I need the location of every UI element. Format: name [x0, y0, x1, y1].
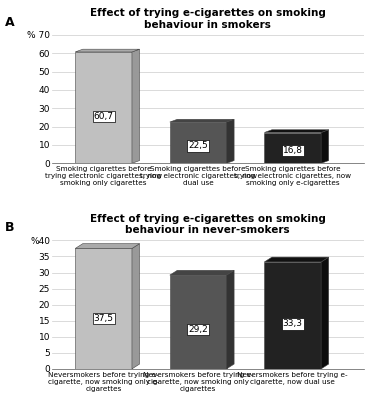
Polygon shape: [321, 257, 329, 369]
Bar: [75, 248, 132, 369]
Text: 16,8: 16,8: [283, 146, 303, 155]
Text: 29,2: 29,2: [188, 325, 208, 334]
Bar: [170, 122, 227, 163]
Polygon shape: [264, 130, 329, 132]
Polygon shape: [170, 270, 234, 275]
Polygon shape: [264, 257, 329, 262]
Polygon shape: [75, 244, 140, 248]
Text: 37,5: 37,5: [94, 314, 113, 323]
Polygon shape: [227, 270, 234, 369]
Bar: [75, 52, 132, 163]
Bar: [264, 132, 321, 163]
Title: Effect of trying e-cigarettes on smoking
behaviour in never-smokers: Effect of trying e-cigarettes on smoking…: [90, 214, 326, 236]
Polygon shape: [170, 119, 234, 122]
Text: 60,7: 60,7: [94, 112, 113, 121]
Polygon shape: [132, 244, 140, 369]
Polygon shape: [321, 130, 329, 163]
Polygon shape: [132, 49, 140, 163]
Bar: [264, 262, 321, 369]
Polygon shape: [227, 119, 234, 163]
Text: 22,5: 22,5: [188, 142, 208, 150]
Text: B: B: [5, 221, 14, 234]
Polygon shape: [75, 49, 140, 52]
Text: A: A: [5, 16, 15, 29]
Bar: [170, 275, 227, 369]
Title: Effect of trying e-cigarettes on smoking
behaviour in smokers: Effect of trying e-cigarettes on smoking…: [90, 8, 326, 30]
Text: 33,3: 33,3: [283, 320, 303, 328]
